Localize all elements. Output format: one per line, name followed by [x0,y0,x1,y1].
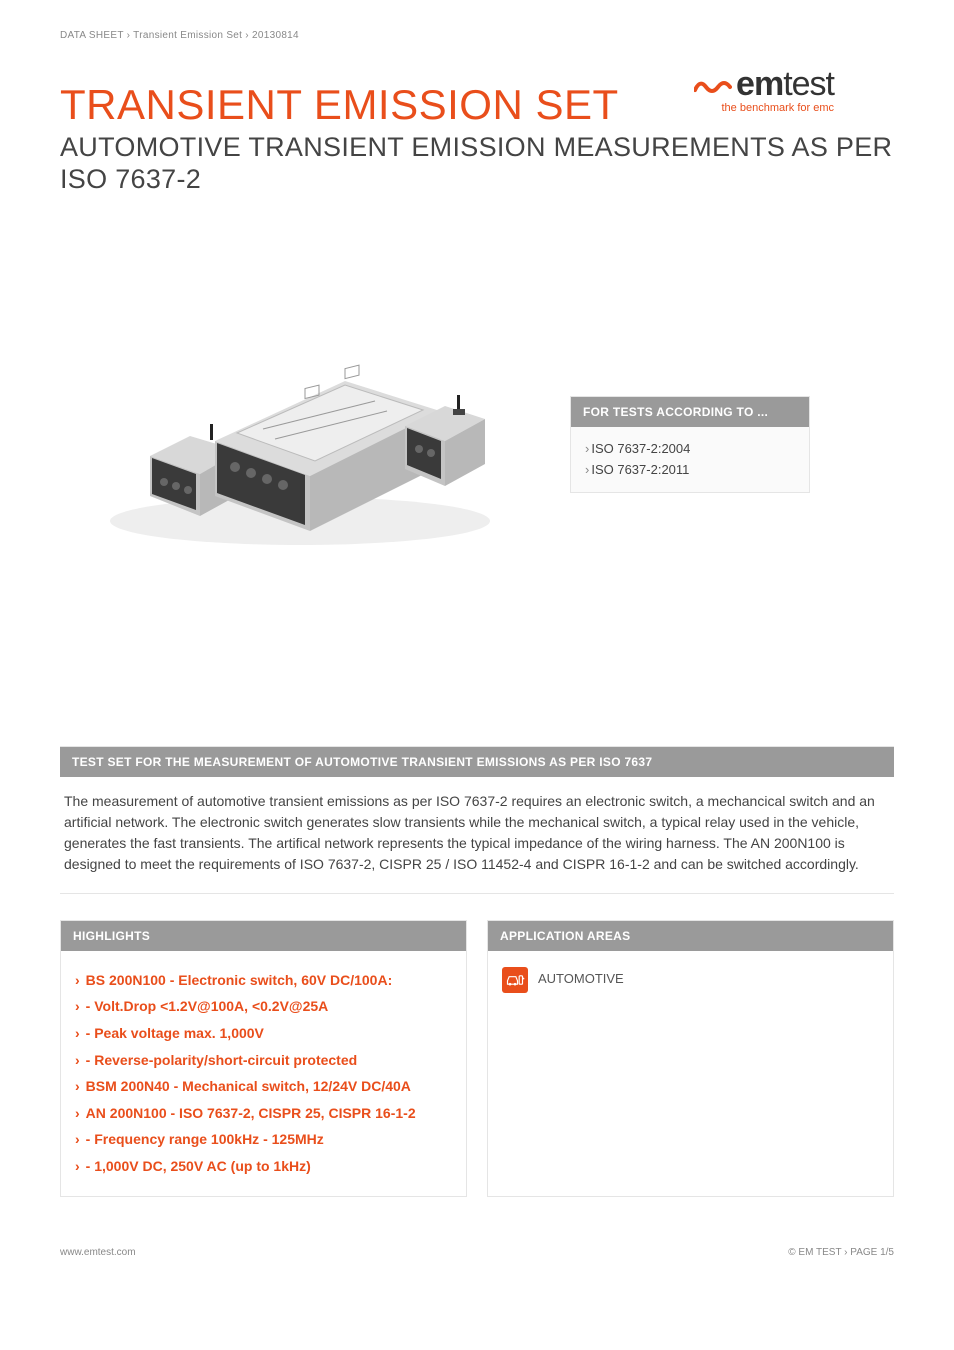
footer-url: www.emtest.com [60,1247,136,1258]
test-standard-item: ›ISO 7637-2:2004 [585,439,795,460]
highlight-item: ›- Reverse-polarity/short-circuit protec… [75,1047,452,1074]
highlight-item: ›BS 200N100 - Electronic switch, 60V DC/… [75,967,452,994]
highlights-header: HIGHLIGHTS [61,921,466,951]
description-header: TEST SET FOR THE MEASUREMENT OF AUTOMOTI… [60,747,894,777]
application-area-item: AUTOMOTIVE [502,967,879,993]
tests-according-to-box: FOR TESTS ACCORDING TO ... ›ISO 7637-2:2… [570,396,810,494]
brand-logo: emtest the benchmark for emc [694,65,834,114]
logo-wave-icon [694,67,732,106]
highlight-item: ›BSM 200N40 - Mechanical switch, 12/24V … [75,1073,452,1100]
tests-box-header: FOR TESTS ACCORDING TO ... [571,397,809,427]
highlight-item: ›AN 200N100 - ISO 7637-2, CISPR 25, CISP… [75,1100,452,1127]
highlight-item: ›- Frequency range 100kHz - 125MHz [75,1126,452,1153]
test-standard-item: ›ISO 7637-2:2011 [585,460,795,481]
application-areas-box: APPLICATION AREAS AUTOMOTIVE [487,920,894,1197]
footer-copyright: © EM TEST › PAGE 1/5 [788,1247,894,1258]
description-body: The measurement of automotive transient … [60,777,894,893]
highlight-item: ›- Peak voltage max. 1,000V [75,1020,452,1047]
logo-text-test: test [783,65,834,103]
product-illustration [60,286,540,586]
description-section: TEST SET FOR THE MEASUREMENT OF AUTOMOTI… [60,746,894,894]
logo-text-em: em [736,65,783,103]
highlight-item: ›- Volt.Drop <1.2V@100A, <0.2V@25A [75,993,452,1020]
highlights-box: HIGHLIGHTS ›BS 200N100 - Electronic swit… [60,920,467,1197]
automotive-icon [502,967,528,993]
application-areas-header: APPLICATION AREAS [488,921,893,951]
application-area-label: AUTOMOTIVE [538,967,624,992]
highlight-item: ›- 1,000V DC, 250V AC (up to 1kHz) [75,1153,452,1180]
page-subtitle: AUTOMOTIVE TRANSIENT EMISSION MEASUREMEN… [60,131,894,196]
tests-box-body: ›ISO 7637-2:2004 ›ISO 7637-2:2011 [571,427,809,493]
datasheet-meta: DATA SHEET › Transient Emission Set › 20… [60,30,894,41]
highlights-body: ›BS 200N100 - Electronic switch, 60V DC/… [61,951,466,1196]
